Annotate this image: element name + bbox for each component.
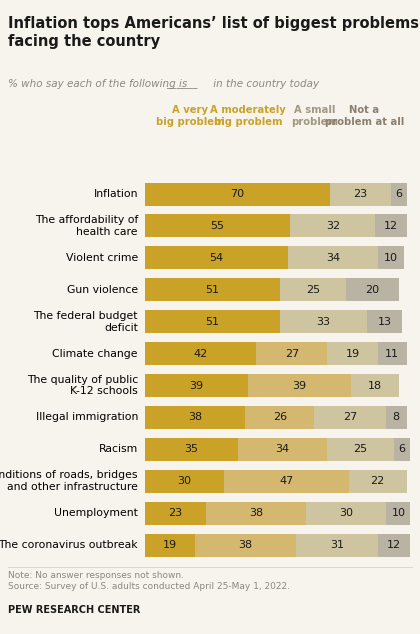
Text: 6: 6 bbox=[398, 444, 405, 455]
Text: 38: 38 bbox=[188, 413, 202, 422]
Bar bbox=[145, 501, 206, 525]
Text: 54: 54 bbox=[209, 253, 223, 263]
Bar bbox=[378, 342, 407, 365]
Text: 30: 30 bbox=[339, 508, 353, 518]
Bar bbox=[328, 342, 378, 365]
Text: 10: 10 bbox=[384, 253, 398, 263]
Bar bbox=[296, 534, 378, 557]
Text: 38: 38 bbox=[239, 540, 252, 550]
Text: 27: 27 bbox=[343, 413, 357, 422]
Bar bbox=[330, 183, 391, 205]
Text: 25: 25 bbox=[354, 444, 368, 455]
Bar bbox=[394, 438, 410, 461]
Bar bbox=[145, 406, 245, 429]
Text: 10: 10 bbox=[392, 508, 406, 518]
Text: 55: 55 bbox=[211, 221, 225, 231]
Bar bbox=[280, 310, 367, 333]
Bar bbox=[145, 534, 195, 557]
Text: A small
problem: A small problem bbox=[291, 105, 338, 127]
Bar bbox=[145, 470, 224, 493]
Bar bbox=[238, 438, 328, 461]
Bar bbox=[256, 342, 328, 365]
Text: 51: 51 bbox=[205, 285, 219, 295]
Text: Inflation tops Americans’ list of biggest problems
facing the country: Inflation tops Americans’ list of bigges… bbox=[8, 16, 420, 49]
Bar bbox=[145, 310, 280, 333]
Bar bbox=[280, 278, 346, 301]
Text: 38: 38 bbox=[249, 508, 263, 518]
Text: 19: 19 bbox=[163, 540, 177, 550]
Text: in the country today: in the country today bbox=[210, 79, 319, 89]
Text: 25: 25 bbox=[306, 285, 320, 295]
Bar bbox=[291, 214, 375, 238]
Text: 33: 33 bbox=[317, 317, 331, 327]
Bar bbox=[328, 438, 394, 461]
Bar bbox=[349, 470, 407, 493]
Text: 34: 34 bbox=[326, 253, 340, 263]
Text: A moderately
big problem: A moderately big problem bbox=[210, 105, 286, 127]
Bar bbox=[391, 183, 407, 205]
Text: 20: 20 bbox=[365, 285, 380, 295]
Bar bbox=[306, 501, 386, 525]
Bar bbox=[145, 247, 288, 269]
Text: ______: ______ bbox=[166, 79, 197, 89]
Text: 35: 35 bbox=[184, 444, 198, 455]
Text: 12: 12 bbox=[384, 221, 398, 231]
Text: 23: 23 bbox=[168, 508, 182, 518]
Text: % who say each of the following is: % who say each of the following is bbox=[8, 79, 191, 89]
Bar bbox=[351, 374, 399, 397]
Text: 47: 47 bbox=[279, 476, 294, 486]
Bar bbox=[145, 183, 330, 205]
Bar bbox=[314, 406, 386, 429]
Text: 13: 13 bbox=[377, 317, 391, 327]
Text: 8: 8 bbox=[393, 413, 400, 422]
Bar bbox=[195, 534, 296, 557]
Text: 12: 12 bbox=[386, 540, 401, 550]
Bar bbox=[206, 501, 306, 525]
Text: 31: 31 bbox=[330, 540, 344, 550]
Bar bbox=[145, 374, 248, 397]
Bar bbox=[145, 278, 280, 301]
Text: 18: 18 bbox=[368, 380, 382, 391]
Text: 32: 32 bbox=[326, 221, 340, 231]
Bar bbox=[145, 438, 238, 461]
Bar bbox=[375, 214, 407, 238]
Text: 6: 6 bbox=[395, 189, 402, 199]
Bar bbox=[145, 214, 291, 238]
Text: 30: 30 bbox=[178, 476, 192, 486]
Bar bbox=[224, 470, 349, 493]
Text: 51: 51 bbox=[205, 317, 219, 327]
Text: Note: No answer responses not shown.
Source: Survey of U.S. adults conducted Apr: Note: No answer responses not shown. Sou… bbox=[8, 571, 290, 592]
Text: 23: 23 bbox=[354, 189, 368, 199]
Text: 34: 34 bbox=[276, 444, 289, 455]
Bar bbox=[386, 501, 412, 525]
Text: 39: 39 bbox=[189, 380, 204, 391]
Text: 22: 22 bbox=[370, 476, 385, 486]
Text: 27: 27 bbox=[285, 349, 299, 359]
Text: 11: 11 bbox=[385, 349, 399, 359]
Text: 70: 70 bbox=[231, 189, 244, 199]
Bar bbox=[145, 342, 256, 365]
Bar bbox=[386, 406, 407, 429]
Bar bbox=[378, 534, 409, 557]
Text: 26: 26 bbox=[273, 413, 287, 422]
Text: 42: 42 bbox=[193, 349, 207, 359]
Text: Not a
problem at all: Not a problem at all bbox=[325, 105, 404, 127]
Text: A very
big problem: A very big problem bbox=[156, 105, 224, 127]
Bar bbox=[367, 310, 402, 333]
Bar bbox=[288, 247, 378, 269]
Text: 19: 19 bbox=[346, 349, 360, 359]
Bar bbox=[248, 374, 351, 397]
Bar bbox=[346, 278, 399, 301]
Bar bbox=[245, 406, 314, 429]
Text: 39: 39 bbox=[293, 380, 307, 391]
Text: PEW RESEARCH CENTER: PEW RESEARCH CENTER bbox=[8, 605, 141, 616]
Bar bbox=[378, 247, 404, 269]
